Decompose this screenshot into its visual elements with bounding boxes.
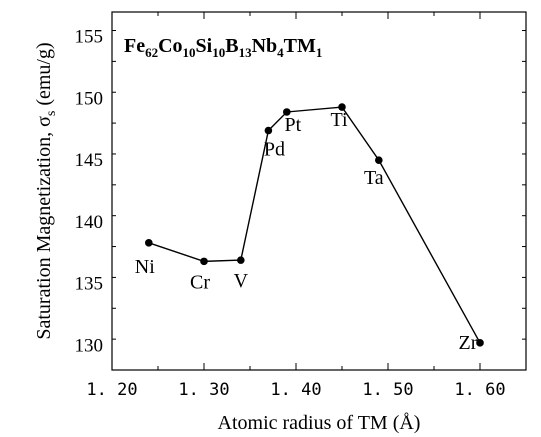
y-tick-label: 130 bbox=[75, 335, 104, 356]
title-subscript: 10 bbox=[183, 45, 196, 60]
x-tick-label: 1. 30 bbox=[178, 380, 229, 400]
title-subscript: 10 bbox=[212, 45, 225, 60]
title-text: Nb bbox=[252, 35, 278, 57]
y-tick-label: 140 bbox=[75, 212, 104, 233]
title-subscript: 62 bbox=[145, 45, 158, 60]
y-title-text: (emu/g) bbox=[33, 42, 55, 110]
chart-title: Fe62Co10Si10B13Nb4TM1 bbox=[124, 35, 322, 60]
title-text: Si bbox=[196, 35, 213, 57]
y-tick-label: 135 bbox=[75, 274, 104, 295]
y-title-text: Saturation Magnetization, σ bbox=[33, 116, 55, 340]
point-label-pt: Pt bbox=[284, 114, 301, 136]
data-point-cr bbox=[200, 257, 208, 266]
y-tick-label: 150 bbox=[75, 88, 104, 109]
x-axis-title: Atomic radius of TM (Å) bbox=[218, 412, 421, 434]
point-label-v: V bbox=[234, 270, 249, 292]
x-tick-label: 1. 40 bbox=[270, 380, 321, 400]
data-series bbox=[145, 103, 484, 347]
data-point-pt bbox=[283, 108, 291, 116]
x-tick-label: 1. 50 bbox=[362, 380, 413, 400]
y-tick-label: 155 bbox=[75, 27, 104, 48]
axis-ticks bbox=[111, 12, 527, 371]
title-text: Fe bbox=[124, 35, 145, 57]
data-point-pd bbox=[264, 126, 273, 135]
point-label-ni: Ni bbox=[135, 256, 155, 278]
y-title-subscript: s bbox=[44, 111, 59, 116]
y-tick-label: 145 bbox=[75, 150, 104, 171]
point-labels: Ni Cr V Pd Pt Ti Ta Zr bbox=[135, 109, 478, 354]
axis-tick-labels: 130 135 140 145 150 155 1. 20 1. 30 1. 40 1. 50 1.… bbox=[75, 27, 506, 400]
title-text: Co bbox=[158, 35, 182, 57]
x-tick-label: 1. 60 bbox=[454, 380, 505, 400]
data-point-ni bbox=[145, 239, 153, 247]
x-tick-label: 1. 20 bbox=[86, 380, 137, 400]
plot-frame bbox=[111, 11, 527, 371]
title-subscript: 13 bbox=[239, 45, 253, 60]
title-text: B bbox=[225, 35, 238, 57]
point-label-cr: Cr bbox=[190, 271, 210, 293]
title-text: TM bbox=[284, 35, 316, 57]
data-point-ti bbox=[338, 103, 346, 111]
plot-area-frame bbox=[111, 11, 527, 371]
data-point-v bbox=[237, 256, 245, 264]
point-label-zr: Zr bbox=[459, 332, 478, 354]
data-point-zr bbox=[476, 339, 484, 347]
series-line bbox=[148, 106, 481, 344]
y-axis-title: Saturation Magnetization, σs (emu/g) bbox=[33, 42, 59, 339]
title-subscript: 4 bbox=[277, 45, 284, 60]
point-label-ti: Ti bbox=[330, 109, 348, 131]
point-label-ta: Ta bbox=[364, 167, 384, 189]
point-label-pd: Pd bbox=[264, 139, 285, 161]
data-point-ta bbox=[375, 156, 383, 164]
title-subscript: 1 bbox=[316, 45, 323, 60]
